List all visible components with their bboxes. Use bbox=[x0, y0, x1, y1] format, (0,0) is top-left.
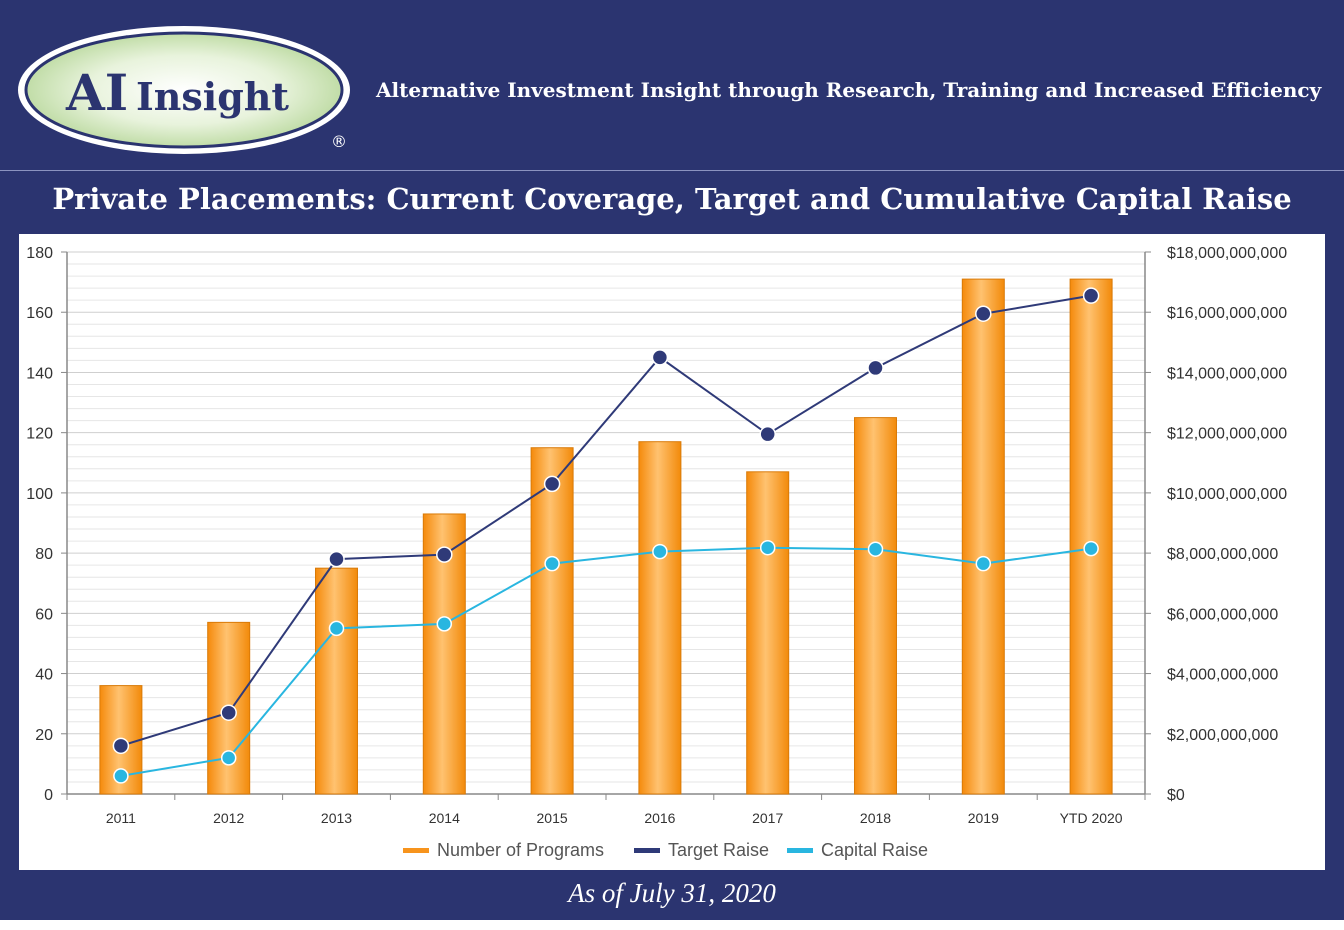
left-axis-tick-label: 20 bbox=[35, 727, 53, 744]
capital-raise-point bbox=[328, 620, 345, 637]
right-axis-tick-label: $2,000,000,000 bbox=[1167, 727, 1278, 744]
x-axis-tick-label: 2015 bbox=[537, 810, 568, 826]
logo-ai-text: AI bbox=[65, 63, 128, 122]
header-divider bbox=[0, 170, 1344, 171]
capital-raise-point bbox=[220, 750, 237, 766]
x-axis-tick-label: 2016 bbox=[644, 810, 675, 826]
x-axis-tick-label: 2017 bbox=[752, 810, 783, 826]
right-axis-tick-label: $12,000,000,000 bbox=[1167, 426, 1287, 443]
x-axis-tick-label: 2011 bbox=[106, 810, 136, 826]
capital-raise-point bbox=[544, 555, 560, 572]
x-axis-tick-label: 2012 bbox=[213, 810, 244, 826]
registered-mark: ® bbox=[331, 132, 347, 151]
right-axis-tick-label: $10,000,000,000 bbox=[1167, 486, 1287, 503]
bar-number-of-programs bbox=[961, 278, 1005, 795]
legend-swatch bbox=[634, 848, 660, 853]
right-axis-tick-label: $16,000,000,000 bbox=[1167, 305, 1287, 322]
left-axis-tick-label: 120 bbox=[26, 426, 53, 443]
target-raise-point bbox=[220, 704, 237, 721]
left-axis-tick-label: 40 bbox=[35, 667, 53, 684]
x-axis-tick-label: 2014 bbox=[429, 810, 460, 826]
x-axis-tick-label: 2019 bbox=[968, 810, 999, 826]
bar-number-of-programs bbox=[638, 441, 682, 795]
bar-number-of-programs bbox=[746, 471, 790, 795]
target-raise-point bbox=[328, 550, 345, 568]
capital-raise-point bbox=[867, 541, 884, 557]
page-title: Private Placements: Current Coverage, Ta… bbox=[52, 182, 1292, 216]
right-axis-tick-label: $4,000,000,000 bbox=[1167, 667, 1278, 684]
left-axis-tick-label: 140 bbox=[26, 365, 53, 382]
left-axis-tick-label: 0 bbox=[44, 787, 53, 804]
logo-insight-text: Insight bbox=[136, 74, 289, 119]
left-axis-tick-label: 180 bbox=[26, 245, 53, 262]
capital-raise-point bbox=[113, 768, 129, 784]
ai-insight-logo: AI Insight ® bbox=[18, 24, 356, 160]
as-of-date: As of July 31, 2020 bbox=[568, 878, 776, 908]
capital-raise-point bbox=[652, 543, 668, 560]
target-raise-point bbox=[1082, 287, 1100, 304]
left-axis-tick-label: 160 bbox=[26, 305, 53, 322]
legend-label: Target Raise bbox=[668, 840, 769, 860]
combo-chart: 0 20 40 60 80 100 120 140 160 180 $0 $2,000,000,000… bbox=[26, 245, 1287, 860]
capital-raise-point bbox=[1083, 540, 1099, 557]
x-axis-tick-label: YTD 2020 bbox=[1060, 810, 1123, 826]
bar-number-of-programs bbox=[1069, 278, 1113, 795]
legend-swatch bbox=[403, 848, 429, 853]
bar-number-of-programs bbox=[530, 447, 574, 795]
legend-label: Number of Programs bbox=[437, 840, 604, 860]
bar-number-of-programs bbox=[854, 417, 897, 795]
legend-label: Capital Raise bbox=[821, 840, 928, 860]
capital-raise-line bbox=[120, 546, 1092, 777]
right-axis-tick-label: $6,000,000,000 bbox=[1167, 606, 1278, 623]
target-raise-point bbox=[436, 546, 453, 563]
target-raise-point bbox=[975, 305, 992, 322]
right-axis-tick-label: $18,000,000,000 bbox=[1167, 245, 1287, 262]
tagline: Alternative Investment Insight through R… bbox=[376, 78, 1322, 102]
target-raise-point bbox=[112, 737, 130, 755]
capital-raise-point bbox=[436, 616, 453, 632]
left-axis-tick-label: 80 bbox=[35, 546, 53, 563]
right-axis-tick-label: $0 bbox=[1167, 787, 1185, 804]
target-raise-point bbox=[759, 425, 776, 443]
bottom-strip bbox=[0, 920, 1344, 930]
left-axis-tick-label: 100 bbox=[26, 486, 53, 503]
capital-raise-point bbox=[975, 555, 992, 572]
header: AI Insight ® Alternative Investment Insi… bbox=[0, 0, 1344, 168]
bar-number-of-programs bbox=[315, 567, 358, 795]
x-axis-tick-label: 2013 bbox=[321, 810, 352, 826]
target-raise-point bbox=[543, 475, 561, 493]
right-axis-tick-label: $8,000,000,000 bbox=[1167, 546, 1278, 563]
chart-panel: 0 20 40 60 80 100 120 140 160 180 $0 $2,000,000,000… bbox=[19, 234, 1325, 870]
right-axis-tick-label: $14,000,000,000 bbox=[1167, 365, 1287, 382]
capital-raise-point bbox=[759, 539, 776, 556]
legend-swatch bbox=[787, 848, 813, 853]
target-raise-point bbox=[867, 359, 884, 377]
target-raise-point bbox=[651, 349, 669, 366]
x-axis-tick-label: 2018 bbox=[860, 810, 891, 826]
target-raise-line bbox=[120, 294, 1092, 747]
left-axis-tick-label: 60 bbox=[35, 606, 53, 623]
